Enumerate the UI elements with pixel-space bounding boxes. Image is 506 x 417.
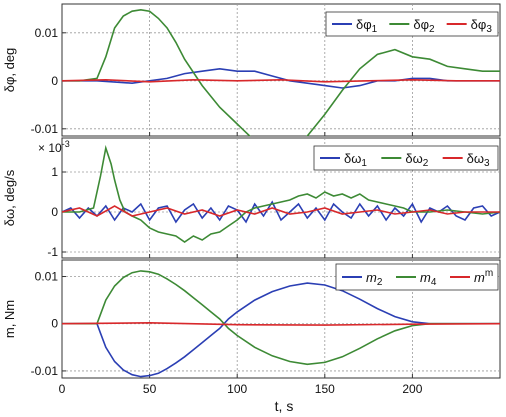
y-axis-label: m, Nm [2, 300, 17, 338]
y-tick-label: -1 [47, 245, 58, 259]
y-tick-label: 0 [51, 205, 58, 219]
legend-entry: δω2 [405, 151, 428, 169]
y-axis-label: δφ, deg [2, 48, 17, 93]
y-axis-label: δω, deg/s [2, 169, 17, 226]
x-tick-label: 50 [143, 382, 157, 396]
legend: δω1 δω2 δω3 [313, 145, 499, 171]
y-tick-label: 0.01 [35, 26, 59, 40]
y-tick-label: -0.01 [31, 364, 59, 378]
y-tick-label: 0 [51, 317, 58, 331]
y-tick-label: 0.01 [35, 270, 59, 284]
y-tick-label: -0.01 [31, 122, 59, 136]
legend-entry: δφ1 [356, 17, 378, 35]
series-line-1 [62, 67, 500, 89]
series-line-2 [62, 8, 500, 136]
legend-entry: m4 [420, 270, 437, 288]
legend-entry: δω3 [467, 151, 490, 169]
legend-entry: m2 [366, 270, 383, 288]
legend-box [313, 145, 499, 171]
legend: δφ1 δφ2 δφ3 [325, 11, 499, 37]
legend: m2 m4 mm [335, 263, 499, 291]
legend-entry: δφ3 [471, 17, 493, 35]
y-tick-label: 1 [51, 165, 58, 179]
legend-box [335, 263, 499, 291]
legend-entry: mm [474, 268, 493, 285]
panel-2: -1 0 1 δω, deg/s × 10-3 δω1 δω2 δω3 [2, 137, 501, 259]
x-tick-label: 0 [59, 382, 66, 396]
series-line-3 [62, 321, 500, 326]
x-tick-label: 100 [227, 382, 247, 396]
x-tick-label: 200 [402, 382, 422, 396]
legend-entry: δφ2 [413, 17, 435, 35]
panel-1: -0.01 0 0.01 δφ, deg δφ1 δφ2 δφ3 [2, 3, 501, 137]
series-line-3 [62, 78, 500, 83]
y-tick-label: 0 [51, 74, 58, 88]
legend-entry: δω1 [344, 151, 367, 169]
series-line-3 [62, 205, 500, 217]
legend-box [325, 11, 499, 37]
y-axis-multiplier: × 10-3 [38, 139, 70, 155]
x-tick-label: 150 [315, 382, 335, 396]
x-axis-label: t, s [275, 398, 294, 414]
